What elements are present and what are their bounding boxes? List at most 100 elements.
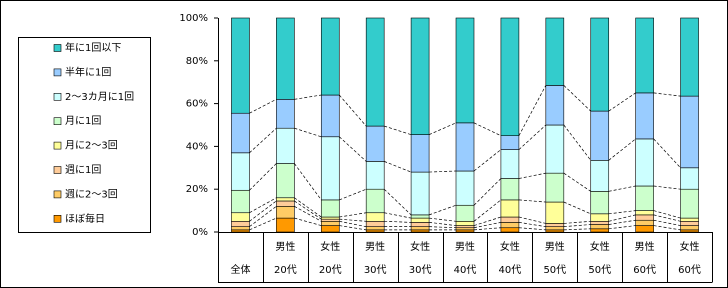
series-line bbox=[429, 217, 457, 222]
bar-segment bbox=[276, 206, 295, 219]
x-tick-label: 男性 bbox=[455, 240, 475, 253]
legend-label: 週に1回 bbox=[65, 164, 101, 176]
bar-segment bbox=[455, 204, 475, 222]
series-line bbox=[339, 220, 367, 227]
bar-segment bbox=[590, 228, 610, 233]
bar-segment bbox=[410, 222, 430, 227]
legend-box bbox=[18, 37, 151, 233]
bar-segment bbox=[320, 225, 340, 233]
bar-segment bbox=[320, 199, 340, 218]
x-tick-label: 40代 bbox=[454, 264, 477, 276]
series-line bbox=[563, 220, 591, 224]
y-tick-label: 0% bbox=[192, 227, 208, 238]
legend-swatch bbox=[53, 68, 62, 77]
x-tick-label: 女性 bbox=[410, 240, 430, 253]
bar-segment bbox=[590, 191, 610, 215]
bar-segment bbox=[635, 219, 654, 226]
series-line bbox=[608, 92, 636, 112]
bar-segment bbox=[231, 226, 250, 231]
bar-segment bbox=[276, 200, 295, 207]
legend-swatch bbox=[53, 215, 62, 223]
series-line bbox=[473, 178, 502, 206]
bar-segment bbox=[635, 210, 654, 216]
bar-segment bbox=[231, 212, 250, 222]
legend-swatch bbox=[53, 166, 62, 174]
bar-segment bbox=[545, 172, 565, 203]
series-line bbox=[429, 222, 457, 226]
bar-segment bbox=[276, 217, 295, 233]
legend-swatch bbox=[53, 117, 62, 125]
bar-segment bbox=[455, 122, 475, 172]
bar-segment bbox=[231, 229, 250, 233]
bar-segment bbox=[545, 223, 565, 227]
series-line bbox=[294, 94, 322, 100]
bar-segment bbox=[231, 189, 250, 214]
bar-segment bbox=[365, 226, 385, 231]
series-line bbox=[339, 218, 367, 222]
bar-segment bbox=[276, 163, 295, 199]
bar-segment bbox=[680, 221, 699, 226]
series-line bbox=[608, 225, 636, 230]
bar-segment bbox=[365, 212, 385, 222]
bar-segment bbox=[635, 138, 654, 187]
bar-segment bbox=[455, 17, 475, 124]
bar-segment bbox=[680, 229, 699, 233]
bar-segment bbox=[590, 110, 610, 161]
bar-segment bbox=[410, 17, 430, 135]
series-line bbox=[563, 224, 591, 227]
legend-label: 月に1回 bbox=[65, 115, 101, 127]
bar-segment bbox=[365, 125, 385, 162]
bar-segment bbox=[455, 229, 475, 233]
bar-segment bbox=[320, 218, 340, 222]
series-line bbox=[608, 185, 636, 192]
bar-segment bbox=[410, 134, 430, 173]
bar-segment bbox=[231, 221, 250, 227]
bar-segment bbox=[500, 227, 520, 233]
x-tick-label: 女性 bbox=[320, 240, 340, 253]
bar-segment bbox=[590, 221, 610, 225]
bar-segment bbox=[455, 170, 475, 206]
y-tick-label: 100% bbox=[179, 13, 208, 24]
series-line bbox=[294, 197, 322, 218]
x-tick-label: 50代 bbox=[543, 264, 566, 276]
series-line bbox=[294, 206, 322, 222]
bar-segment bbox=[365, 188, 385, 214]
legend-label: 半年に1回 bbox=[65, 65, 111, 78]
x-tick-label: 男性 bbox=[545, 240, 565, 253]
bar-segment bbox=[231, 112, 250, 154]
x-tick-label: 女性 bbox=[590, 240, 610, 253]
series-line bbox=[249, 206, 277, 227]
bar-segment bbox=[500, 216, 520, 223]
bar-segment bbox=[410, 217, 430, 223]
series-line bbox=[384, 220, 412, 223]
x-tick-label: 女性 bbox=[680, 240, 700, 253]
series-line bbox=[473, 199, 502, 222]
series-line bbox=[473, 227, 501, 231]
y-tick-label: 80% bbox=[186, 56, 208, 67]
legend-swatch bbox=[53, 93, 62, 101]
x-tick-label: 男性 bbox=[365, 240, 385, 253]
series-line bbox=[653, 138, 681, 169]
series-line bbox=[653, 92, 681, 97]
bar-segment bbox=[680, 95, 699, 169]
x-tick-label: 全体 bbox=[230, 263, 250, 276]
bar-segment bbox=[365, 229, 385, 233]
series-line bbox=[563, 172, 591, 192]
bar-segment bbox=[320, 94, 340, 138]
x-tick-label: 50代 bbox=[588, 264, 611, 276]
bar-segment bbox=[276, 127, 295, 164]
bar-segment bbox=[545, 17, 565, 86]
bar-segment bbox=[320, 136, 340, 201]
series-line bbox=[563, 85, 591, 112]
series-line bbox=[608, 210, 636, 215]
series-line bbox=[249, 99, 277, 114]
bar-segment bbox=[231, 152, 250, 191]
series-line bbox=[294, 163, 322, 201]
legend-label: 2～3カ月に1回 bbox=[65, 91, 134, 103]
bar-segment bbox=[590, 17, 610, 112]
bar-segment bbox=[590, 213, 610, 222]
bar-segment bbox=[410, 171, 430, 216]
series-line bbox=[339, 94, 367, 127]
legend-swatch bbox=[53, 141, 62, 150]
x-tick-label: 30代 bbox=[364, 264, 387, 276]
